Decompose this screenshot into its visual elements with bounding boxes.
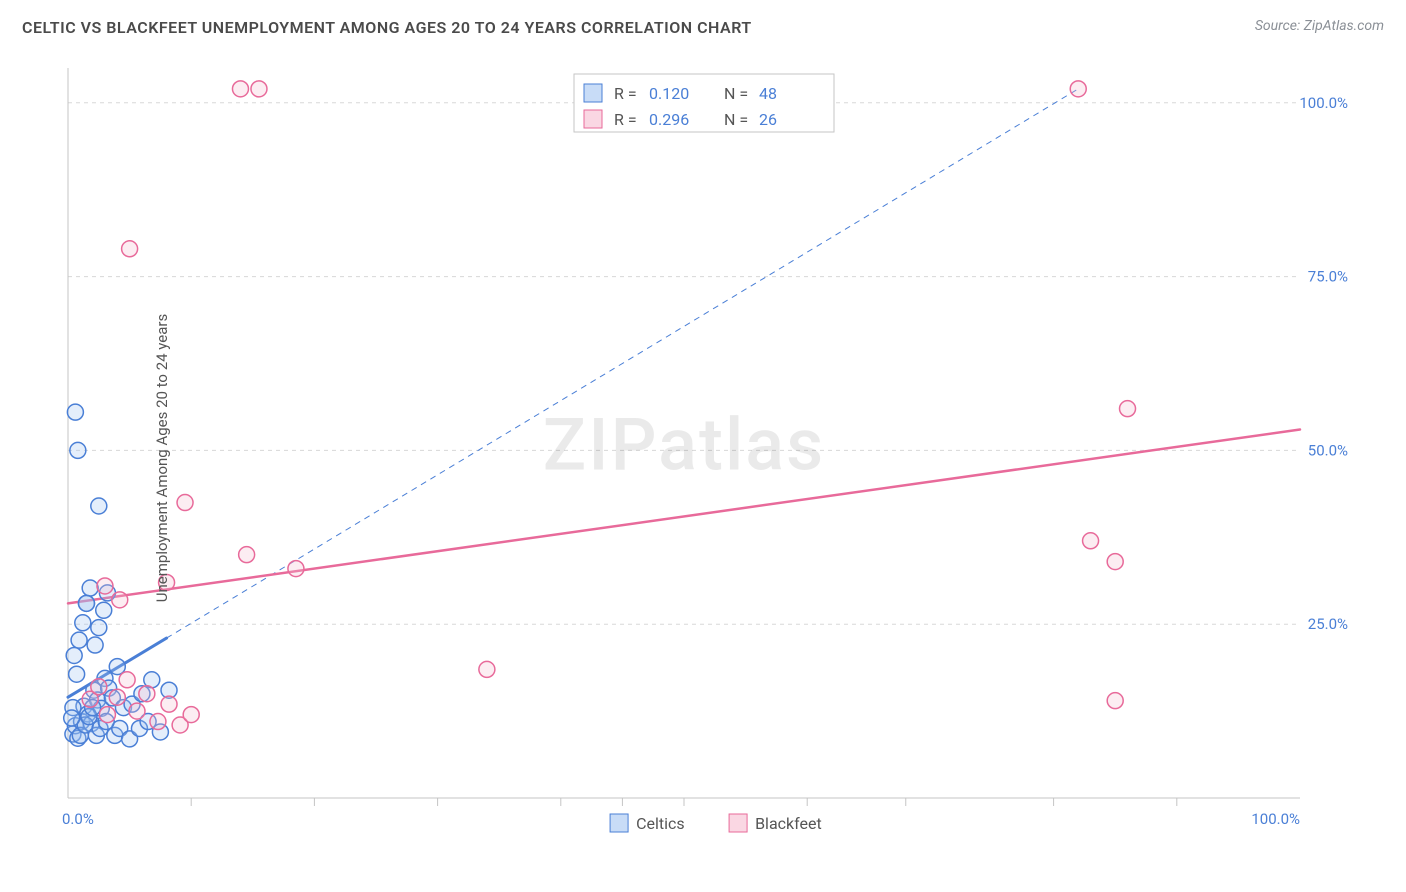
y-tick-label: 75.0%	[1308, 268, 1348, 286]
data-point	[139, 686, 155, 702]
data-point	[1107, 693, 1123, 709]
stats-legend: R = 0.120 N = 48 R = 0.296 N = 26	[574, 74, 834, 132]
data-point	[71, 632, 87, 648]
data-point	[78, 595, 94, 611]
legend-text: N =	[724, 84, 748, 103]
data-point	[91, 498, 107, 514]
data-point	[251, 81, 267, 97]
chart-header: CELTIC VS BLACKFEET UNEMPLOYMENT AMONG A…	[0, 0, 1406, 47]
x-tick-label: 0.0%	[62, 810, 94, 828]
data-point	[119, 672, 135, 688]
data-point	[177, 495, 193, 511]
legend-text: R =	[614, 110, 637, 129]
data-point	[1120, 401, 1136, 417]
legend-text: 0.120	[649, 84, 689, 103]
data-point	[1083, 533, 1099, 549]
data-point	[67, 404, 83, 420]
data-point	[96, 602, 112, 618]
legend-swatch	[729, 814, 747, 832]
data-point	[161, 696, 177, 712]
legend-swatch	[610, 814, 628, 832]
data-point	[82, 580, 98, 596]
scatter-chart: 25.0% 50.0% 75.0% 100.0% 0.0% 100.0% ZIPatlas R…	[50, 54, 1380, 854]
chart-area: Unemployment Among Ages 20 to 24 years 2…	[50, 54, 1386, 862]
data-point	[91, 620, 107, 636]
data-point	[87, 637, 103, 653]
data-point	[183, 707, 199, 723]
data-point	[288, 561, 304, 577]
data-point	[64, 710, 80, 726]
y-tick-label: 100.0%	[1299, 94, 1348, 112]
data-point	[150, 714, 166, 730]
series-legend: Celtics Blackfeet	[610, 814, 822, 833]
legend-label: Celtics	[636, 814, 685, 833]
y-axis-label: Unemployment Among Ages 20 to 24 years	[153, 314, 171, 602]
data-point	[1107, 554, 1123, 570]
data-point	[479, 661, 495, 677]
chart-title: CELTIC VS BLACKFEET UNEMPLOYMENT AMONG A…	[22, 18, 752, 37]
data-point	[97, 578, 113, 594]
watermark: ZIPatlas	[543, 403, 825, 488]
legend-text: N =	[724, 110, 748, 129]
data-point	[99, 707, 115, 723]
data-point	[109, 689, 125, 705]
source-label: Source: ZipAtlas.com	[1255, 18, 1384, 34]
legend-text: 0.296	[649, 110, 689, 129]
trend-line-dashed	[167, 89, 1079, 638]
legend-text: 26	[759, 110, 777, 129]
data-point	[70, 442, 86, 458]
legend-text: R =	[614, 84, 637, 103]
data-point	[239, 547, 255, 563]
y-tick-label: 50.0%	[1308, 441, 1348, 459]
data-point	[69, 666, 85, 682]
data-point	[1070, 81, 1086, 97]
x-tick-label: 100.0%	[1251, 810, 1300, 828]
data-point	[112, 592, 128, 608]
legend-text: 48	[759, 84, 777, 103]
data-point	[122, 241, 138, 257]
data-point	[75, 615, 91, 631]
legend-swatch	[584, 110, 602, 128]
data-point	[232, 81, 248, 97]
data-point	[129, 703, 145, 719]
data-point	[91, 679, 107, 695]
y-tick-label: 25.0%	[1308, 615, 1348, 633]
legend-label: Blackfeet	[755, 814, 822, 833]
data-point	[66, 647, 82, 663]
legend-swatch	[584, 84, 602, 102]
